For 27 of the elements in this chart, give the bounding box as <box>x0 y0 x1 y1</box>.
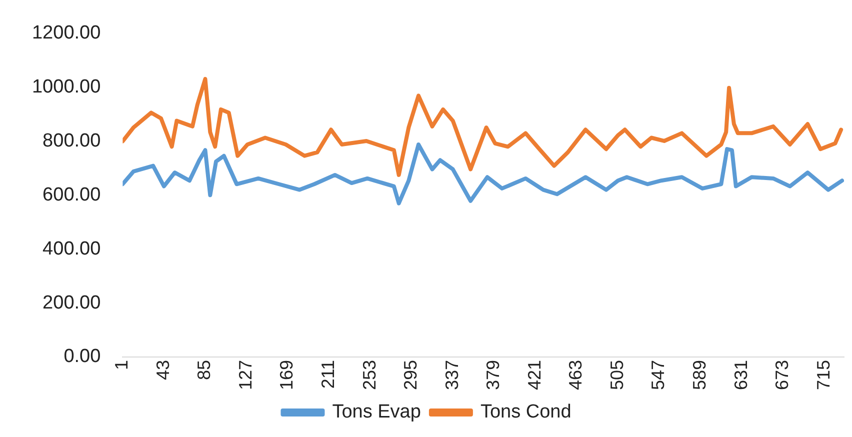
legend-label: Tons Evap <box>332 402 421 423</box>
x-tick-label: 337 <box>442 360 462 390</box>
x-tick-label: 169 <box>276 360 297 390</box>
x-tick-label: 421 <box>524 360 544 390</box>
x-tick-label: 715 <box>813 360 834 390</box>
legend-label: Tons Cond <box>480 402 572 423</box>
x-tick-label: 211 <box>318 360 338 389</box>
x-tick-label: 547 <box>648 360 668 390</box>
x-tick-label: 673 <box>772 360 792 390</box>
y-tick-label: 0.00 <box>64 346 101 368</box>
y-tick-label: 600.00 <box>42 184 101 206</box>
y-tick-label: 1000.00 <box>32 76 101 98</box>
x-tick-label: 1 <box>112 360 132 370</box>
y-tick-label: 800.00 <box>42 130 101 152</box>
x-tick-label: 631 <box>730 360 751 390</box>
x-tick-label: 295 <box>400 360 421 390</box>
x-tick-label: 505 <box>606 360 627 390</box>
x-tick-label: 589 <box>689 360 710 390</box>
y-tick-label: 200.00 <box>42 292 101 314</box>
y-tick-label: 1200.00 <box>32 22 101 44</box>
y-tick-label: 400.00 <box>42 238 101 260</box>
x-tick-label: 463 <box>566 360 586 390</box>
x-tick-label: 43 <box>152 360 173 380</box>
x-tick-label: 127 <box>235 360 256 390</box>
x-tick-label: 253 <box>359 360 380 390</box>
x-tick-label: 85 <box>194 360 214 380</box>
x-tick-label: 379 <box>483 360 504 390</box>
